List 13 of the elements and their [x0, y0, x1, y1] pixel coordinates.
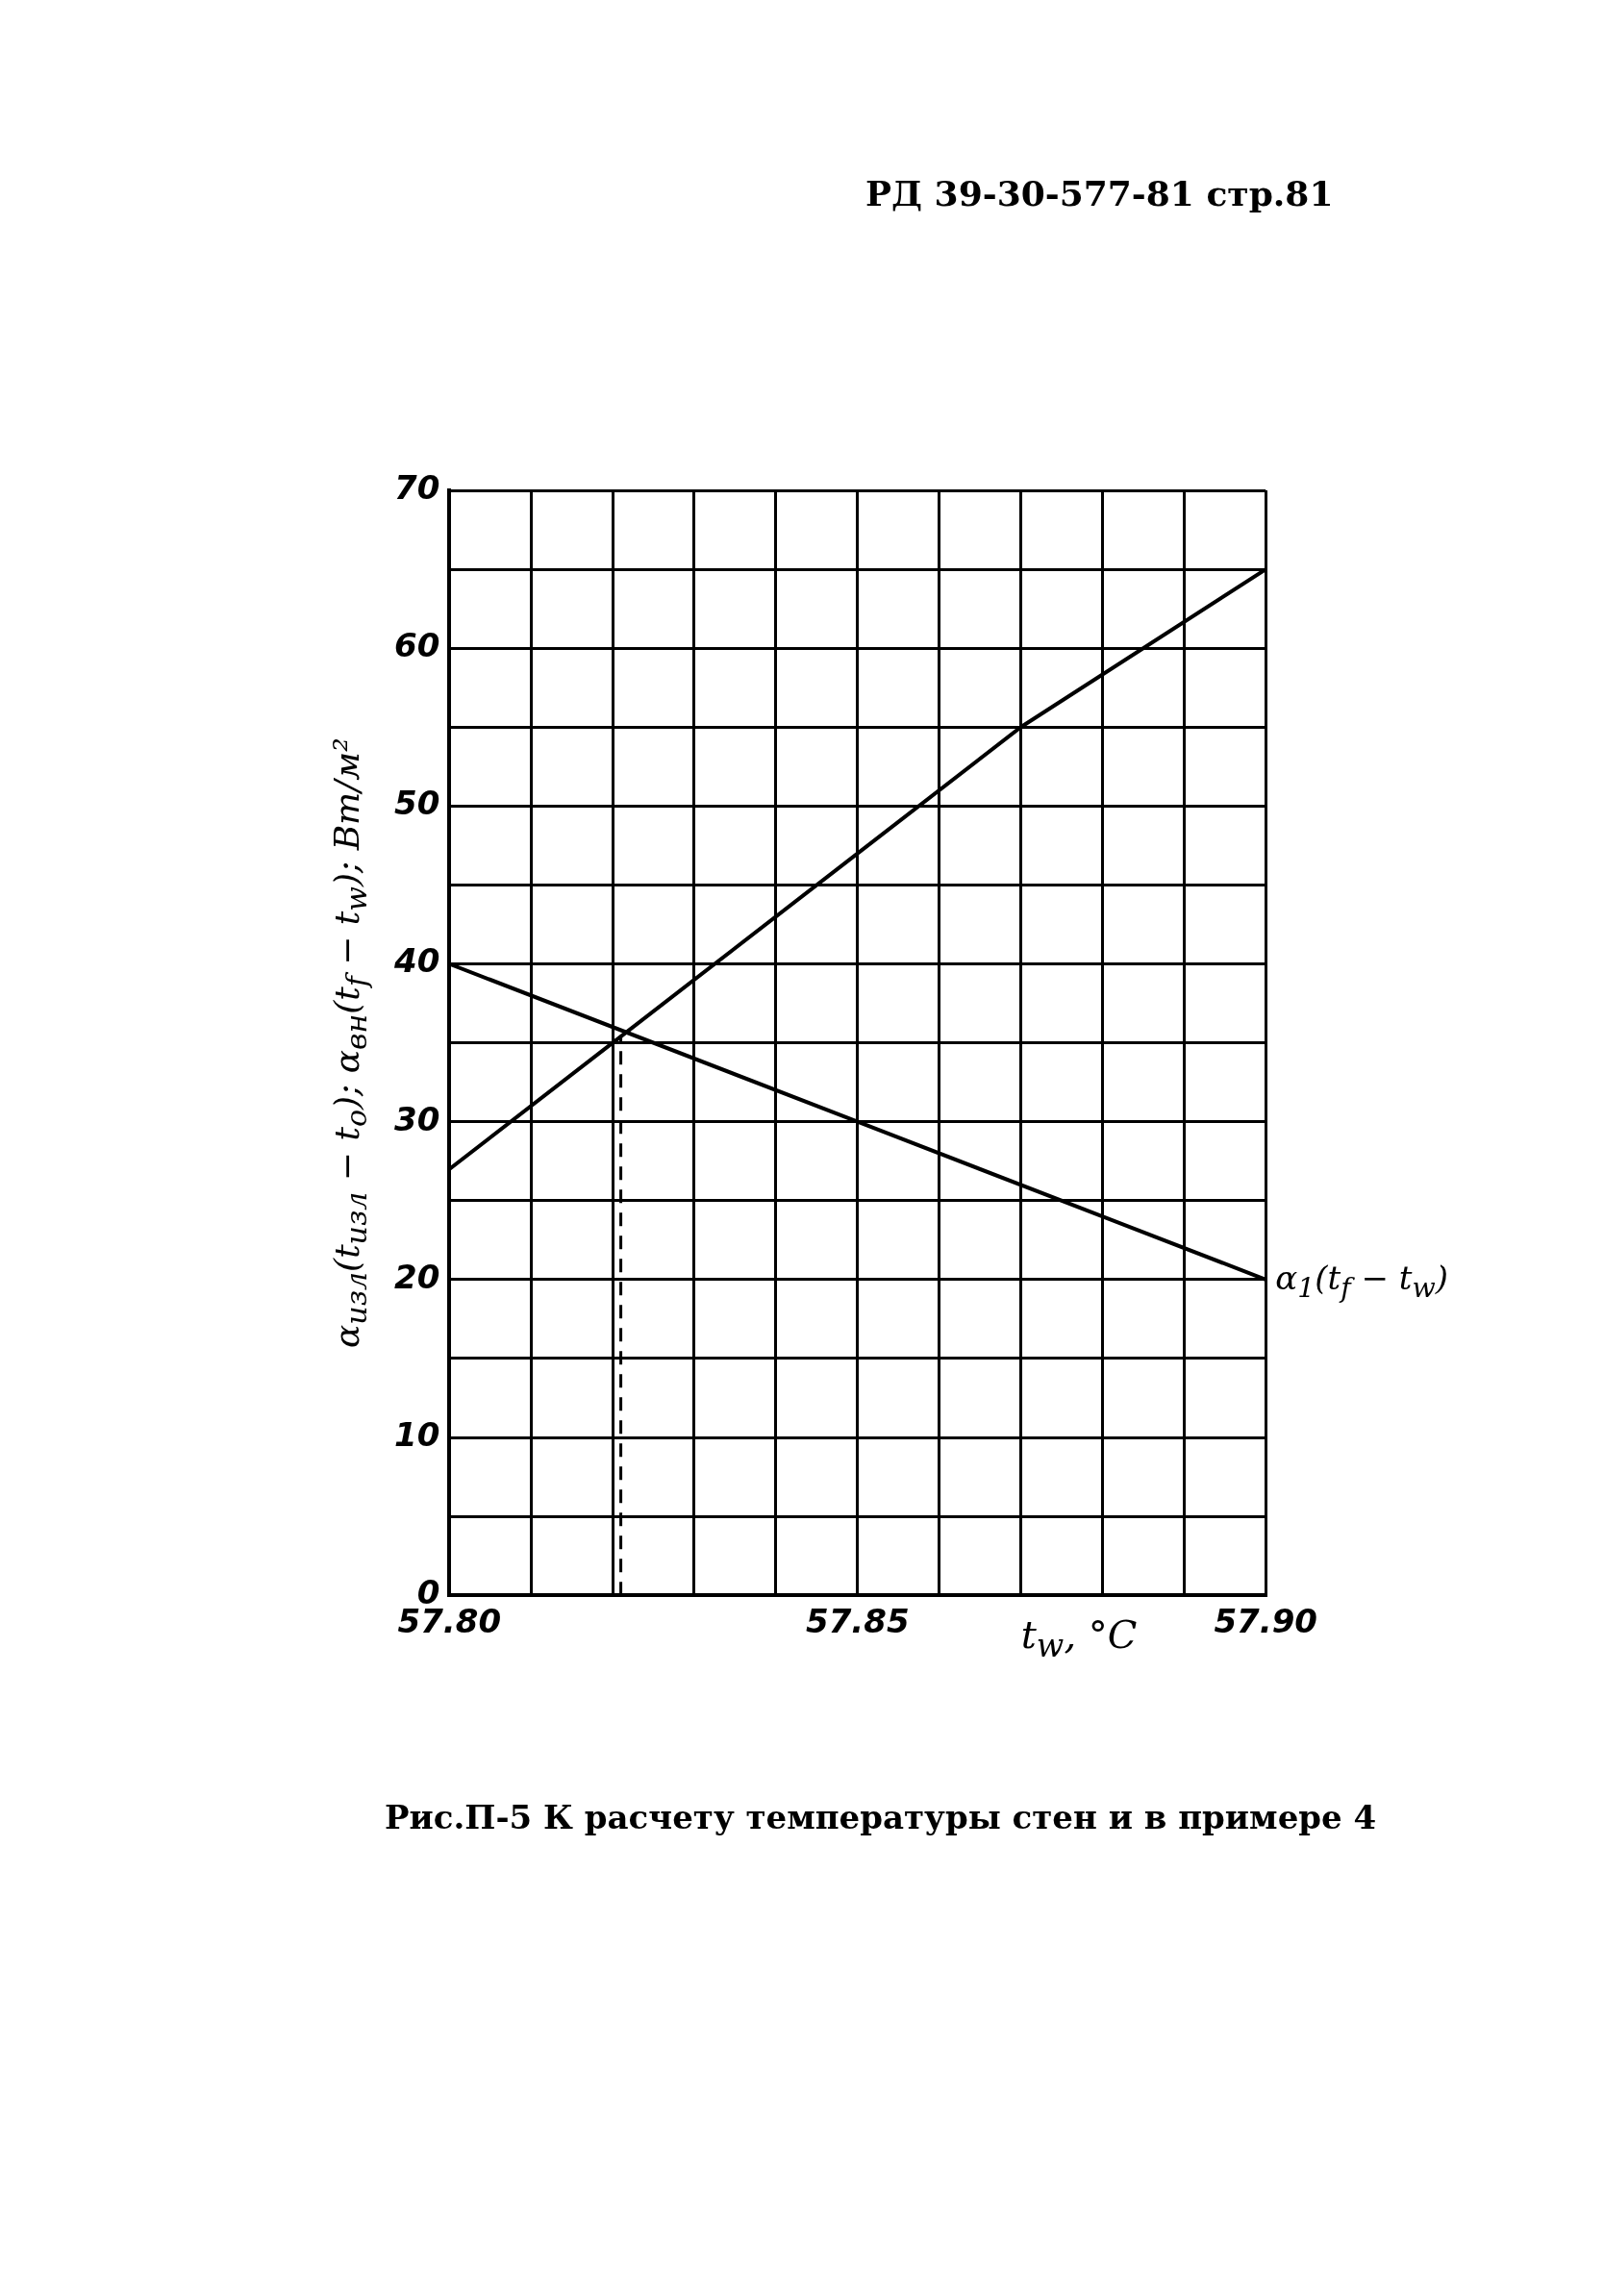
x-tick-label: 57.85 [806, 1602, 910, 1641]
y-tick-label: 30 [393, 1099, 440, 1138]
y-tick-label: 10 [393, 1414, 440, 1454]
x-axis-title: t$_{w}$, °C [1020, 1612, 1138, 1665]
series-label: α$_{1}$(t$_{f}$ − t$_{w}$) [1275, 1258, 1448, 1304]
text: РД 39-30-577-81 стр.81 [865, 173, 1334, 213]
x-tick-label: 57.90 [1214, 1602, 1317, 1641]
y-tick-label: 70 [393, 467, 440, 507]
y-tick-label: 60 [393, 626, 440, 664]
y-tick-label: 20 [393, 1257, 440, 1296]
y-tick-label: 50 [393, 784, 440, 823]
text: Рис.П-5 К расчету температуры стен и в примере 4 [385, 1798, 1377, 1836]
y-tick-label: 40 [392, 941, 440, 981]
